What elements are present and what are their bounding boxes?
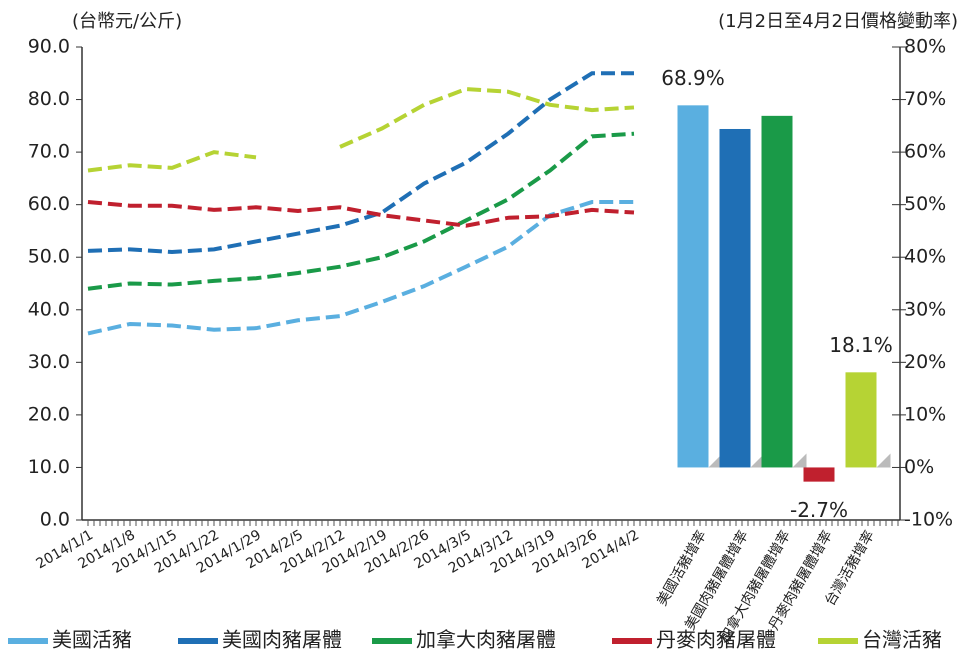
bar [803, 467, 835, 482]
y2-tick-label: 0% [904, 456, 934, 478]
bar-shadow [719, 453, 765, 468]
legend-label: 美國肉豬屠體 [222, 628, 342, 652]
y2-tick-label: 80% [904, 36, 946, 58]
bar [719, 128, 751, 468]
series-line [87, 200, 634, 336]
value-label: -2.7% [790, 498, 848, 522]
y-tick-label: 30.0 [28, 351, 70, 373]
y2-tick-label: -10% [904, 509, 953, 531]
legend-label: 丹麥肉豬屠體 [656, 628, 776, 652]
legend-label: 加拿大肉豬屠體 [416, 628, 556, 652]
y-tick-label: 60.0 [28, 193, 70, 215]
bar [761, 115, 793, 468]
y-tick-label: 40.0 [28, 298, 70, 320]
series-line [87, 150, 257, 173]
minor-ticks [87, 520, 899, 526]
y2-tick-label: 20% [904, 351, 946, 373]
y-tick-label: 80.0 [28, 88, 70, 110]
bar-shadow [677, 453, 723, 468]
y-axis-title: (台幣元/公斤) [72, 11, 182, 32]
y-tick-label: 90.0 [28, 36, 70, 58]
y2-tick-label: 10% [904, 403, 946, 425]
series-line [87, 131, 635, 291]
value-label: 18.1% [829, 333, 893, 357]
series-line [87, 200, 635, 228]
y-tick-label: 70.0 [28, 141, 70, 163]
series-line [87, 71, 634, 254]
y2-tick-label: 50% [904, 193, 946, 215]
y2-tick-label: 70% [904, 88, 946, 110]
series-line [339, 87, 635, 149]
y2-tick-label: 30% [904, 298, 946, 320]
bar-shadow [761, 453, 807, 468]
bar-shadow [845, 453, 891, 468]
y2-tick-label: 60% [904, 141, 946, 163]
bar [677, 105, 709, 468]
legend-label: 台灣活豬 [862, 628, 942, 652]
y-tick-label: 50.0 [28, 246, 70, 268]
y-tick-label: 10.0 [28, 456, 70, 478]
y2-tick-label: 40% [904, 246, 946, 268]
legend-label: 美國活豬 [52, 628, 132, 652]
y-tick-label: 0.0 [40, 509, 70, 531]
value-label: 68.9% [661, 66, 725, 90]
y2-axis-title: (1月2日至4月2日價格變動率) [718, 11, 958, 32]
y-tick-label: 20.0 [28, 403, 70, 425]
bar [845, 372, 877, 468]
